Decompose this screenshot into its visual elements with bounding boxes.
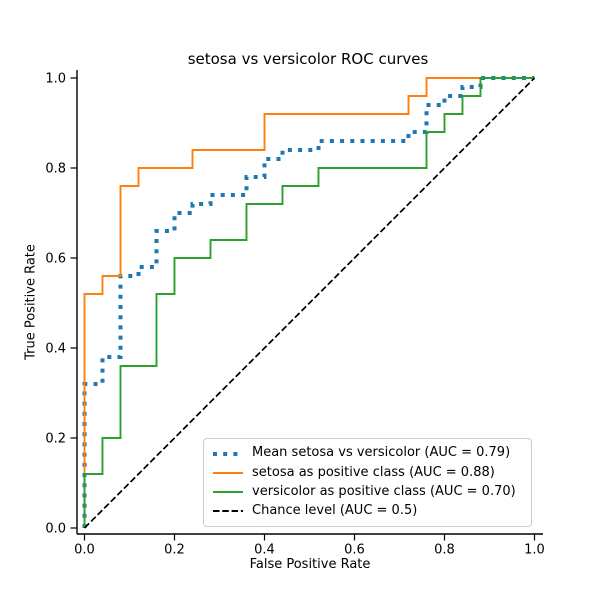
x-tick-label: 0.4 [254,543,275,558]
x-axis-label: False Positive Rate [249,557,371,572]
roc-curve-1 [83,77,535,528]
roc-curve-0 [82,76,535,528]
legend-item-mean: Mean setosa vs versicolor (AUC = 0.79) [213,446,522,460]
y-tick-label: 0.8 [45,162,66,177]
legend-label: Chance level (AUC = 0.5) [252,503,418,519]
legend-item-versicolor: versicolor as positive class (AUC = 0.70… [213,483,522,499]
legend: Mean setosa vs versicolor (AUC = 0.79) s… [203,438,532,527]
legend-label: Mean setosa vs versicolor (AUC = 0.79) [252,445,511,461]
x-tick-label: 0.8 [434,543,455,558]
legend-line-sample-chance [213,510,243,513]
roc-curve-2 [83,77,535,528]
legend-line-sample-setosa [213,471,243,474]
y-tick-label: 0.4 [45,342,66,357]
y-tick-label: 1.0 [45,72,66,87]
legend-label: setosa as positive class (AUC = 0.88) [252,464,495,480]
legend-item-chance: Chance level (AUC = 0.5) [213,503,522,519]
legend-line-sample-versicolor [213,491,243,494]
roc-curve-3 [83,77,536,529]
x-tick-label: 0.0 [74,543,95,558]
y-axis-label: True Positive Rate [23,244,39,360]
legend-item-setosa: setosa as positive class (AUC = 0.88) [213,464,522,480]
y-tick-label: 0.2 [45,432,66,447]
x-tick-label: 1.0 [524,543,545,558]
chart-title: setosa vs versicolor ROC curves [187,50,429,68]
y-tick-label: 0.6 [45,252,66,267]
y-tick-label: 0.0 [45,522,66,537]
legend-label: versicolor as positive class (AUC = 0.70… [252,483,516,499]
legend-line-sample-mean [213,451,243,456]
x-tick-label: 0.2 [164,543,185,558]
x-tick-label: 0.6 [344,543,365,558]
